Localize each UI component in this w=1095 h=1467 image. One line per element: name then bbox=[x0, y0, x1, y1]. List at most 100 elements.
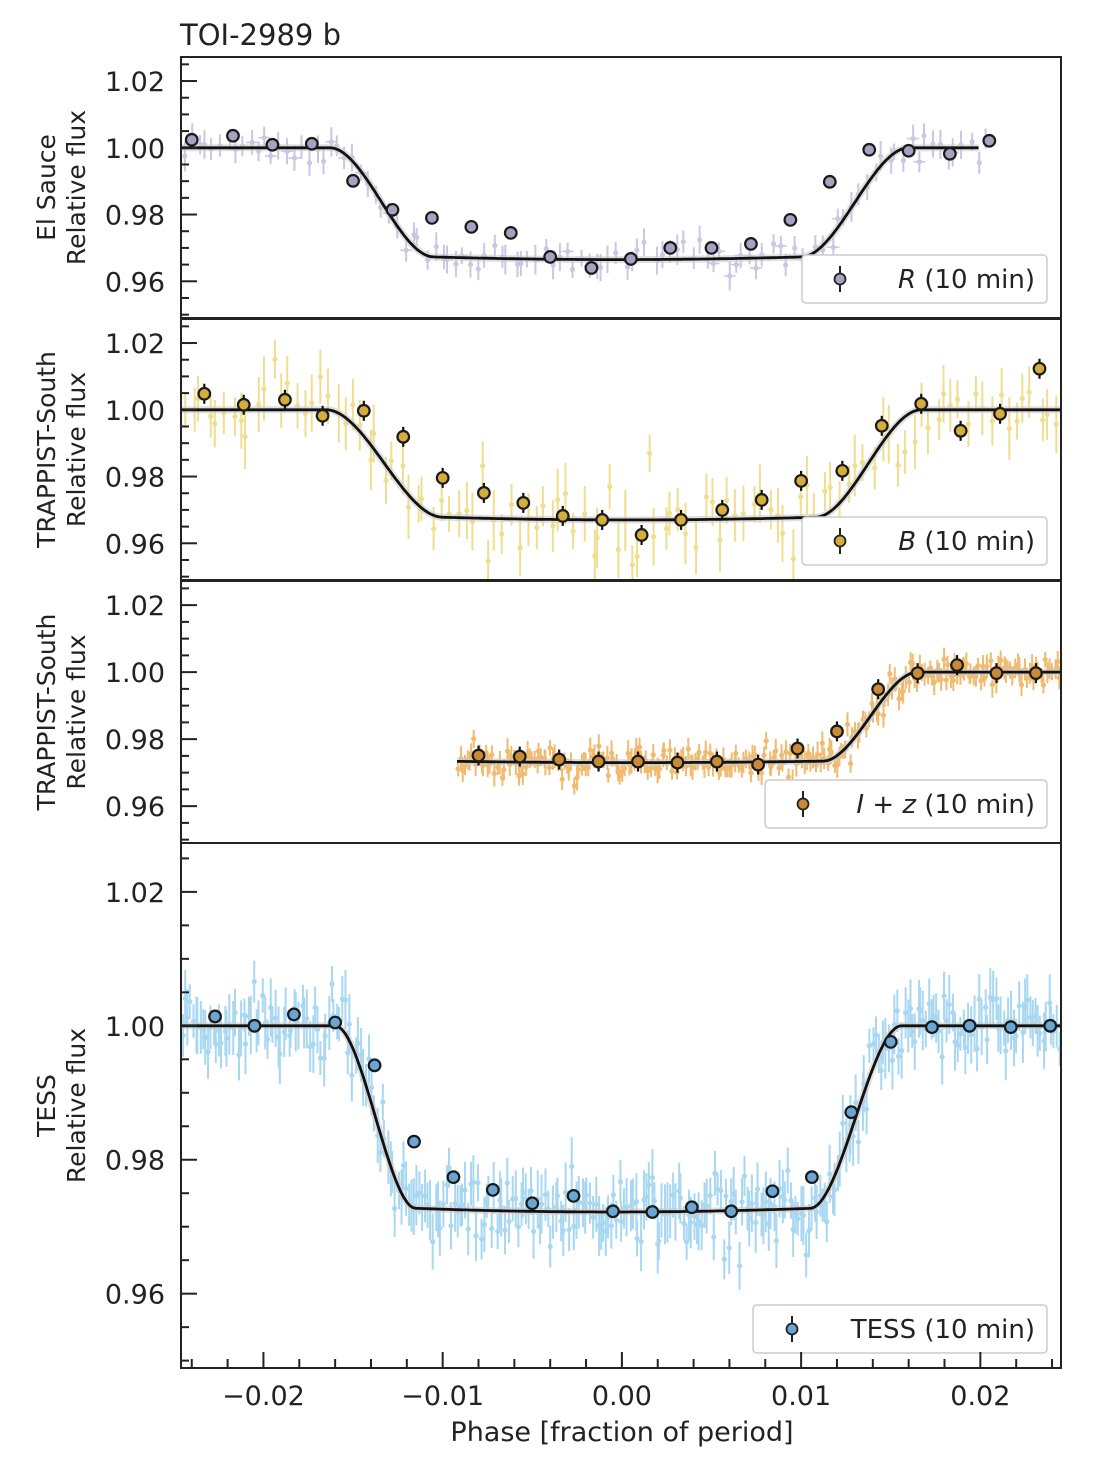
binned-point bbox=[184, 132, 199, 147]
binned-point bbox=[883, 1034, 898, 1049]
binned-point bbox=[464, 219, 479, 234]
raw-point bbox=[310, 1041, 316, 1047]
raw-point bbox=[941, 656, 947, 662]
raw-point bbox=[208, 413, 214, 419]
raw-point bbox=[926, 1001, 932, 1007]
raw-point bbox=[998, 657, 1004, 663]
raw-point bbox=[828, 749, 834, 755]
raw-point bbox=[582, 511, 588, 517]
raw-point bbox=[643, 1194, 650, 1200]
raw-point bbox=[430, 1239, 436, 1245]
raw-point bbox=[1053, 421, 1059, 427]
x-axis: −0.02 −0.01 0.00 0.01 0.02 bbox=[190, 1352, 1054, 1412]
raw-point bbox=[453, 261, 459, 267]
raw-point bbox=[661, 747, 667, 754]
raw-point bbox=[938, 676, 944, 683]
raw-point bbox=[540, 503, 546, 509]
raw-point bbox=[571, 1223, 577, 1230]
raw-point bbox=[950, 677, 956, 684]
binned-point bbox=[862, 142, 877, 157]
raw-point bbox=[647, 450, 653, 456]
raw-point bbox=[666, 510, 673, 516]
raw-point bbox=[251, 979, 257, 985]
y-axis-label-instrument: TRAPPIST-South bbox=[32, 351, 61, 549]
binned-point bbox=[304, 136, 319, 151]
binned-point bbox=[953, 423, 968, 438]
raw-point bbox=[629, 562, 635, 568]
raw-point bbox=[1056, 675, 1061, 681]
raw-point bbox=[768, 507, 774, 513]
raw-point bbox=[906, 679, 912, 685]
raw-point bbox=[824, 1219, 830, 1225]
y-axis-label-flux: Relative flux bbox=[62, 372, 91, 527]
raw-point bbox=[645, 768, 651, 774]
raw-point bbox=[349, 1072, 355, 1078]
raw-point bbox=[368, 457, 374, 463]
figure-title: TOI-2989 b bbox=[179, 18, 341, 52]
raw-point bbox=[256, 401, 262, 408]
raw-point bbox=[388, 458, 394, 464]
raw-point bbox=[562, 490, 569, 497]
raw-point bbox=[903, 1010, 909, 1016]
raw-point bbox=[760, 1213, 767, 1219]
raw-point bbox=[489, 752, 495, 758]
raw-point bbox=[470, 1179, 476, 1185]
raw-point bbox=[667, 747, 673, 753]
panel-frame bbox=[180, 842, 1062, 1369]
raw-point bbox=[218, 1040, 224, 1046]
raw-point bbox=[677, 1195, 683, 1201]
binned-point bbox=[476, 485, 491, 500]
binned-points bbox=[197, 358, 1047, 545]
raw-point bbox=[1019, 396, 1025, 402]
transit-model-curve bbox=[457, 670, 1061, 764]
raw-point bbox=[563, 1189, 569, 1195]
raw-point bbox=[699, 1222, 705, 1228]
binned-point bbox=[744, 237, 758, 251]
raw-point bbox=[681, 1220, 687, 1227]
raw-point bbox=[492, 243, 498, 249]
raw-point bbox=[785, 1167, 791, 1174]
legend-box bbox=[752, 1304, 1048, 1354]
raw-point bbox=[912, 439, 918, 445]
raw-point bbox=[418, 496, 425, 502]
y-tick-label: 1.02 bbox=[105, 329, 165, 360]
raw-point bbox=[733, 261, 739, 268]
panel-trappist-south-b: 0.96 0.98 1.00 1.02 TRAPPIST-South Relative f… bbox=[32, 318, 1062, 581]
raw-point bbox=[433, 244, 439, 250]
binned-point bbox=[1043, 1018, 1058, 1033]
raw-point bbox=[703, 749, 709, 755]
binned-points bbox=[471, 655, 1043, 775]
y-tick-label: 0.98 bbox=[105, 725, 165, 756]
raw-point bbox=[748, 770, 754, 776]
raw-point bbox=[320, 158, 327, 164]
binned-point bbox=[385, 202, 400, 217]
raw-point bbox=[740, 510, 747, 516]
raw-point bbox=[273, 1015, 279, 1021]
binned-point bbox=[346, 173, 360, 188]
raw-point bbox=[920, 1017, 926, 1023]
raw-point bbox=[238, 417, 244, 424]
raw-point bbox=[855, 1139, 862, 1145]
raw-point bbox=[650, 752, 656, 758]
y-axis-label-instrument: El Sauce bbox=[32, 134, 61, 241]
raw-point bbox=[827, 1171, 833, 1177]
raw-point bbox=[520, 1189, 526, 1196]
raw-point bbox=[728, 1199, 734, 1205]
raw-point bbox=[416, 1190, 422, 1196]
raw-point bbox=[754, 1186, 761, 1192]
binned-point bbox=[471, 748, 486, 763]
raw-point bbox=[895, 1053, 902, 1059]
y-tick-label: 0.96 bbox=[105, 792, 165, 823]
raw-point bbox=[814, 1209, 820, 1215]
x-axis-label: Phase [fraction of period] bbox=[450, 1417, 793, 1448]
binned-point bbox=[715, 503, 730, 517]
raw-point bbox=[1006, 425, 1012, 432]
raw-point bbox=[981, 675, 988, 681]
raw-point bbox=[184, 1014, 190, 1020]
raw-point bbox=[931, 679, 937, 686]
raw-point bbox=[485, 558, 491, 564]
legend-box bbox=[801, 516, 1048, 566]
raw-point bbox=[546, 764, 552, 771]
raw-point bbox=[431, 526, 437, 532]
binned-point bbox=[804, 1170, 819, 1185]
